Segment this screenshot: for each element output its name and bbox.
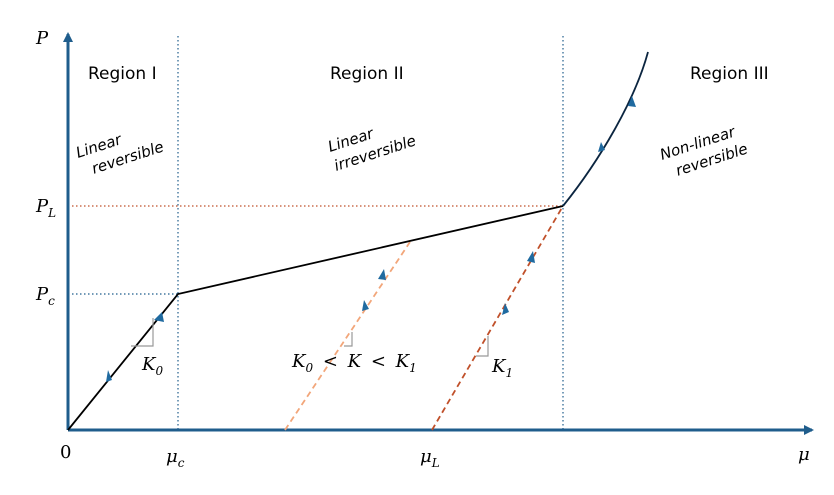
loading-curve-linear — [67, 205, 564, 431]
mu-c-label: μc — [166, 446, 185, 470]
pc-label: Pc — [35, 284, 55, 308]
slope-mark-k1 — [476, 336, 489, 357]
region-3-title: Region III — [690, 64, 769, 84]
arrow-down-mid — [362, 300, 369, 311]
pl-label: PL — [35, 196, 56, 220]
arrow-up-mid — [378, 269, 386, 280]
x-axis-label: μ — [798, 444, 810, 465]
unloading-line-k1 — [431, 205, 564, 431]
arrow-up-region1 — [154, 312, 164, 322]
slope-mark-mid — [344, 332, 353, 347]
slope-label-mid: K0 < K < K1 — [291, 351, 417, 377]
arrow-up-k1 — [527, 251, 535, 263]
region-2-title: Region II — [330, 64, 404, 84]
arrow-up-region3 — [628, 96, 636, 107]
y-axis-label: P — [35, 28, 49, 49]
slope-label-k1: K1 — [491, 356, 513, 380]
region-1-title: Region I — [88, 64, 157, 84]
slope-mark-k0 — [131, 318, 154, 347]
arrow-down-region3 — [598, 142, 605, 152]
arrow-down-k1 — [502, 303, 509, 315]
arrow-down-region1 — [106, 370, 112, 382]
origin-label: 0 — [60, 442, 71, 463]
loading-curve-nonlinear — [562, 51, 649, 207]
mu-l-label: μL — [420, 446, 440, 470]
unloading-line-intermediate — [284, 241, 411, 431]
slope-label-k0: K0 — [141, 354, 163, 378]
